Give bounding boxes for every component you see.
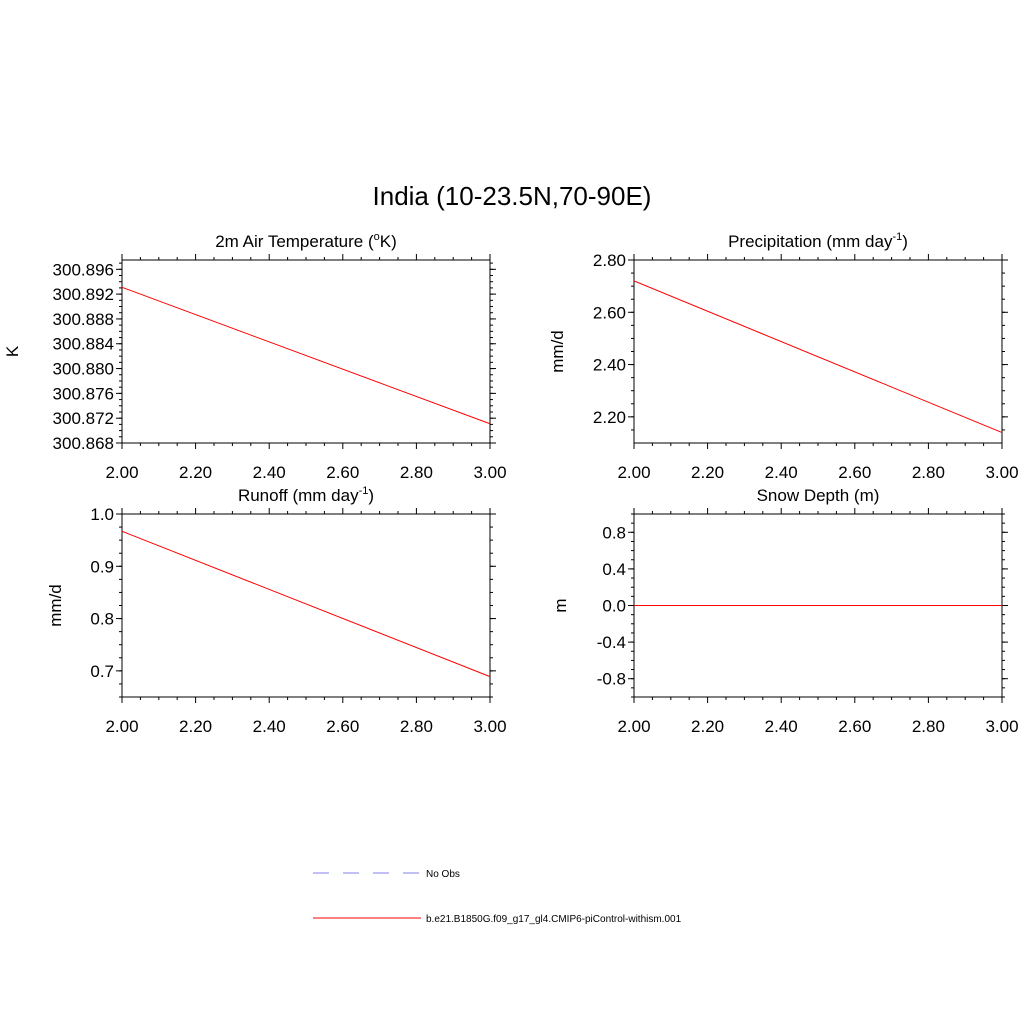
air-temperature-x-tick-label: 3.00 <box>473 463 506 482</box>
precipitation-series-line <box>633 280 1003 434</box>
panel-snow-depth: Snow Depth (m) m 2.00 2.20 2.40 2.60 2.80 3.00 -… <box>551 486 1019 736</box>
precipitation-y-tick-label: 2.80 <box>593 251 626 270</box>
runoff-x-tick-label: 3.00 <box>473 717 506 736</box>
precipitation-y-tick-label: 2.60 <box>593 303 626 322</box>
precipitation-x-tick-label: 2.60 <box>838 463 871 482</box>
runoff-y-tick-label: 0.7 <box>90 662 114 681</box>
runoff-y-tick-label: 1.0 <box>90 505 114 524</box>
panels: 2m Air Temperature (oK) K 2.00 2.20 2.40 2.60… <box>3 231 1019 736</box>
runoff-series-line <box>121 530 491 678</box>
air-temperature-plot-frame <box>121 259 491 444</box>
runoff-panel-title: Runoff (mm day-1) <box>238 485 374 505</box>
precipitation-y-tick-label: 2.20 <box>593 408 626 427</box>
snow-depth-x-tick-label: 2.60 <box>838 717 871 736</box>
runoff-x-tick-label: 2.00 <box>105 717 138 736</box>
snow-depth-y-tick-label: 0.0 <box>602 597 626 616</box>
snow-depth-y-tick-label: 0.4 <box>602 560 626 579</box>
air-temperature-x-tick-label: 2.40 <box>253 463 286 482</box>
snow-depth-y-axis-label: m <box>551 598 570 612</box>
precipitation-x-tick-label: 2.00 <box>617 463 650 482</box>
runoff-x-tick-label: 2.20 <box>179 717 212 736</box>
air-temperature-x-tick-label: 2.60 <box>326 463 359 482</box>
runoff-x-tick-label: 2.60 <box>326 717 359 736</box>
air-temperature-y-tick-label: 300.868 <box>53 434 114 453</box>
panel-precipitation: Precipitation (mm day-1) mm/d 2.00 2.20 2.40… <box>548 231 1019 482</box>
air-temperature-y-tick-label: 300.888 <box>53 310 114 329</box>
legend: No Obs b.e21.B1850G.f09_g17_gl4.CMIP6-pi… <box>313 869 682 925</box>
runoff-y-tick-label: 0.9 <box>90 557 114 576</box>
snow-depth-x-tick-label: 3.00 <box>985 717 1018 736</box>
air-temperature-x-tick-label: 2.80 <box>400 463 433 482</box>
snow-depth-x-tick-label: 2.00 <box>617 717 650 736</box>
precipitation-x-tick-label: 3.00 <box>985 463 1018 482</box>
air-temperature-y-tick-label: 300.896 <box>53 260 114 279</box>
runoff-x-tick-label: 2.80 <box>400 717 433 736</box>
precipitation-x-tick-label: 2.20 <box>691 463 724 482</box>
air-temperature-x-tick-label: 2.20 <box>179 463 212 482</box>
air-temperature-series-line <box>121 286 491 425</box>
precipitation-x-tick-label: 2.80 <box>912 463 945 482</box>
legend-label-no-obs: No Obs <box>426 869 460 880</box>
figure-title: India (10-23.5N,70-90E) <box>373 181 652 211</box>
air-temperature-y-tick-label: 300.876 <box>53 384 114 403</box>
panel-air-temperature: 2m Air Temperature (oK) K 2.00 2.20 2.40 2.60… <box>3 231 507 482</box>
runoff-x-tick-label: 2.40 <box>253 717 286 736</box>
panel-runoff: Runoff (mm day-1) mm/d 2.00 2.20 2.40 2.60 2.8… <box>46 485 507 736</box>
precipitation-y-tick-label: 2.40 <box>593 356 626 375</box>
snow-depth-y-tick-label: -0.8 <box>597 670 626 689</box>
air-temperature-y-tick-label: 300.892 <box>53 285 114 304</box>
legend-label-model: b.e21.B1850G.f09_g17_gl4.CMIP6-piControl… <box>426 914 682 925</box>
snow-depth-x-tick-label: 2.40 <box>765 717 798 736</box>
snow-depth-x-tick-label: 2.80 <box>912 717 945 736</box>
air-temperature-y-axis-label: K <box>3 345 22 357</box>
runoff-y-tick-label: 0.8 <box>90 610 114 629</box>
precipitation-plot-frame <box>633 259 1003 444</box>
snow-depth-x-tick-label: 2.20 <box>691 717 724 736</box>
air-temperature-x-tick-label: 2.00 <box>105 463 138 482</box>
runoff-y-axis-label: mm/d <box>46 584 65 627</box>
air-temperature-y-tick-label: 300.880 <box>53 360 114 379</box>
air-temperature-panel-title: 2m Air Temperature (oK) <box>215 231 397 251</box>
precipitation-y-axis-label: mm/d <box>548 330 567 373</box>
runoff-plot-frame <box>121 513 491 698</box>
precipitation-panel-title: Precipitation (mm day-1) <box>728 231 908 251</box>
air-temperature-y-tick-label: 300.872 <box>53 409 114 428</box>
snow-depth-y-tick-label: -0.4 <box>597 633 626 652</box>
air-temperature-y-tick-label: 300.884 <box>53 335 114 354</box>
precipitation-x-tick-label: 2.40 <box>765 463 798 482</box>
snow-depth-y-tick-label: 0.8 <box>602 523 626 542</box>
snow-depth-panel-title: Snow Depth (m) <box>757 486 880 505</box>
